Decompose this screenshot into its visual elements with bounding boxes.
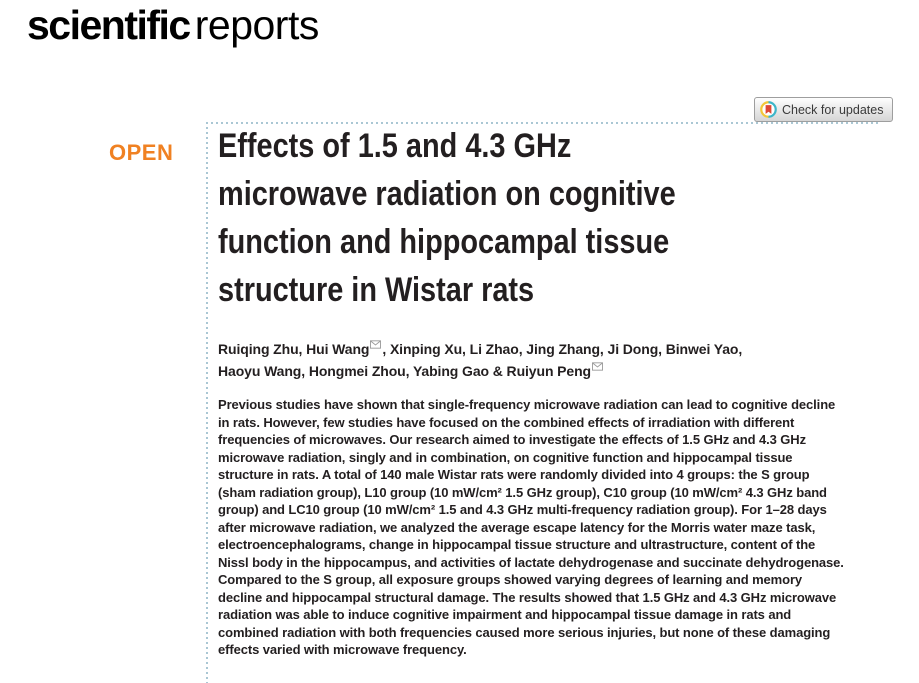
abstract-line: microwave radiation, singly and in combi… [218,449,793,465]
open-access-label: OPEN [109,140,174,165]
abstract-line: (sham radiation group), L10 group (10 mW… [218,484,827,500]
abstract-line: decline and hippocampal structural damag… [218,589,837,605]
check-for-updates-button[interactable]: Check for updates [754,97,894,122]
vertical-dotted-divider [206,122,208,683]
abstract-line: group) and LC10 group (10 mW/cm² 1.5 and… [218,502,827,517]
abstract-line: combined radiation with both frequencies… [218,624,831,640]
title-line: microwave radiation on cognitive [218,175,676,213]
journal-logo: scientific reports [27,2,319,49]
envelope-icon[interactable] [370,333,382,355]
crossmark-icon [760,101,777,118]
abstract-line: Compared to the S group, all exposure gr… [218,572,803,587]
author-list: Ruiqing Zhu, Hui Wang , Xinping Xu, Li Zh… [218,338,742,382]
abstract-line: structure in rats. A total of 140 male W… [218,467,810,482]
author-names: , Xinping Xu, Li Zhao, Jing Zhang, Ji Do… [382,341,743,357]
check-for-updates-label: Check for updates [782,102,884,117]
journal-logo-bold: scientific [27,2,191,48]
title-line: function and hippocampal tissue [218,223,670,261]
title-line: structure in Wistar rats [218,271,535,309]
title-line: Effects of 1.5 and 4.3 GHz [218,127,572,165]
article-title: Effects of 1.5 and 4.3 GHz microwave rad… [218,122,676,314]
author-line: Ruiqing Zhu, Hui Wang , Xinping Xu, Li Zh… [218,338,742,360]
abstract-line: radiation was able to induce cognitive i… [218,607,792,622]
horizontal-dotted-divider [206,122,881,124]
abstract-line: Previous studies have shown that single-… [218,397,836,412]
author-line: Haoyu Wang, Hongmei Zhou, Yabing Gao & R… [218,360,742,382]
author-names: Haoyu Wang, Hongmei Zhou, Yabing Gao & R… [218,363,592,379]
abstract-line: electroencephalograms, change in hippoca… [218,537,816,552]
abstract-line: frequencies of microwaves. Our research … [218,432,806,447]
author-names: Ruiqing Zhu, Hui Wang [218,341,370,357]
abstract-line: effects varied with microwave frequency. [218,642,467,657]
envelope-icon[interactable] [592,355,604,377]
journal-logo-light: reports [194,2,320,48]
abstract-line: Nissl body in the hippocampus, and activ… [218,554,844,570]
abstract-line: after microwave radiation, we analyzed t… [218,519,816,535]
abstract: Previous studies have shown that single-… [218,396,844,659]
abstract-line: in rats. However, few studies have focus… [218,414,795,430]
